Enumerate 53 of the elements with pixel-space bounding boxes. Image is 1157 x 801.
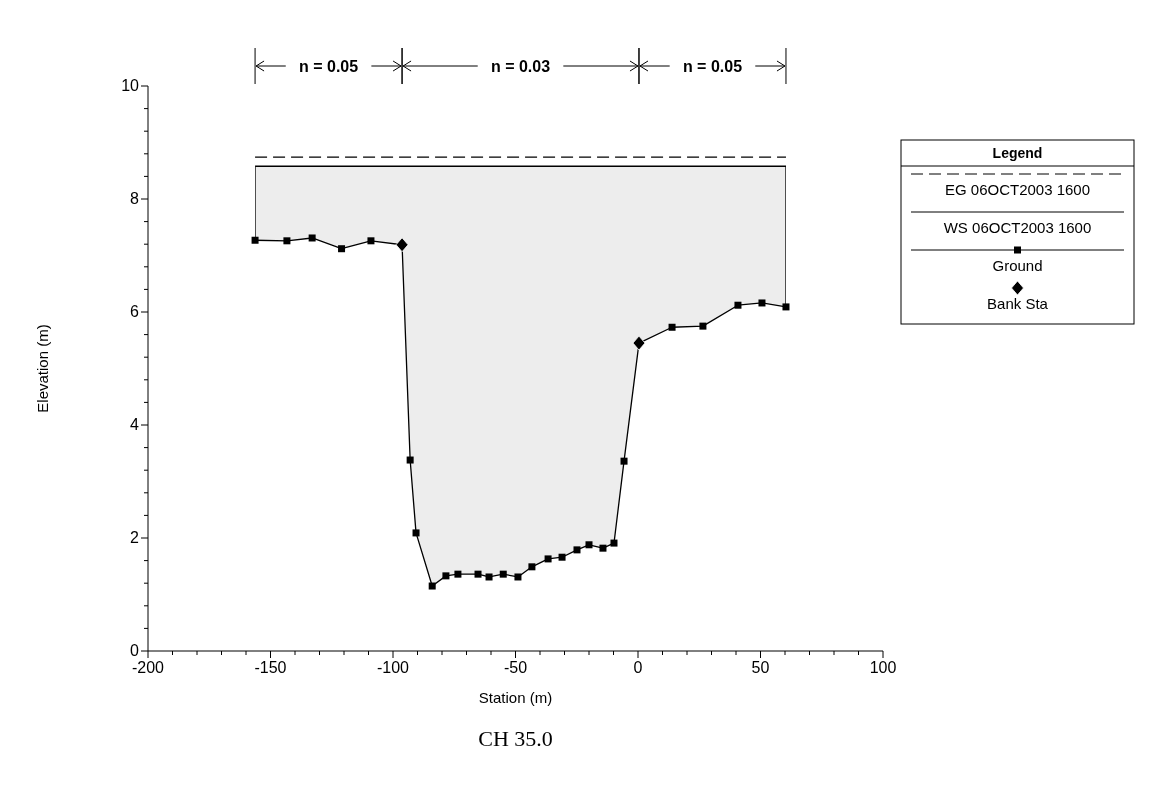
y-tick-label: 2: [130, 529, 140, 546]
point: [499, 570, 507, 578]
point: [485, 573, 493, 581]
y-tick-label: 10: [121, 77, 140, 94]
text: CH 35.0: [478, 726, 553, 751]
x-tick-label: -100: [376, 659, 410, 676]
point: [544, 555, 552, 563]
x-axis-title: Station (m): [478, 689, 553, 706]
point: [308, 234, 316, 242]
point: [585, 541, 593, 549]
point: [758, 299, 766, 307]
legend-label: Bank Sta: [987, 295, 1049, 312]
x-tick-label: -150: [254, 659, 287, 676]
point: [620, 457, 628, 465]
text: n = 0.05: [682, 58, 743, 75]
point: [428, 582, 436, 590]
text: n = 0.03: [490, 58, 551, 75]
point: [528, 563, 536, 571]
text: n = 0.05: [298, 58, 359, 75]
point: [558, 553, 566, 561]
point: [599, 544, 607, 552]
point: [338, 245, 346, 253]
legend-title: Legend: [992, 145, 1043, 161]
point: [367, 237, 375, 245]
point: [406, 456, 414, 464]
x-tick-label: 50: [751, 659, 770, 676]
point: [782, 303, 790, 311]
point: [699, 322, 707, 330]
point: [610, 539, 618, 547]
x-tick-label: -200: [131, 659, 165, 676]
y-tick-label: 6: [130, 303, 140, 320]
point: [734, 301, 742, 309]
point: [283, 237, 291, 245]
point: [514, 573, 522, 581]
point: [573, 546, 581, 554]
text: EG 06OCT2003 1600: [944, 181, 1091, 198]
point: [395, 237, 409, 253]
point: [668, 323, 676, 331]
point: [251, 236, 259, 244]
x-tick-label: 100: [869, 659, 897, 676]
y-tick-label: 0: [130, 642, 140, 659]
text: WS 06OCT2003 1600: [943, 219, 1092, 236]
y-tick-label: 8: [130, 190, 140, 207]
y-axis-title: Elevation (m): [34, 324, 51, 413]
legend-label: Ground: [992, 257, 1043, 274]
point: [442, 572, 450, 580]
x-tick-label: -50: [503, 659, 528, 676]
point: [454, 570, 462, 578]
point: [474, 570, 482, 578]
point: [412, 529, 420, 537]
x-tick-label: 0: [633, 659, 643, 676]
point: [632, 335, 646, 351]
y-tick-label: 4: [130, 416, 140, 433]
